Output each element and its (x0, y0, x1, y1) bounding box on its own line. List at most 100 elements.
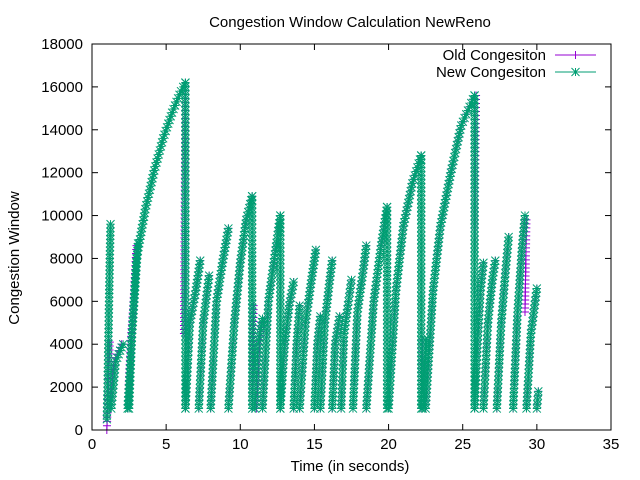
data-point (495, 338, 505, 348)
data-point (303, 298, 313, 308)
data-point (181, 303, 190, 313)
data-point (528, 312, 538, 322)
data-point (429, 278, 439, 287)
data-point (503, 244, 512, 254)
data-point (216, 269, 226, 279)
data-point (447, 164, 457, 174)
data-point (382, 315, 392, 325)
data-point (247, 328, 257, 337)
data-point (224, 400, 234, 409)
data-point (472, 351, 482, 361)
data-point (247, 195, 257, 205)
data-point (103, 386, 112, 396)
data-point (311, 384, 320, 393)
data-point (327, 256, 337, 265)
data-point (492, 404, 502, 413)
y-tick-label: 12000 (41, 165, 83, 182)
data-point (181, 202, 190, 212)
data-point (181, 355, 190, 365)
data-point (140, 208, 150, 218)
data-point (375, 253, 384, 262)
data-point (247, 356, 257, 365)
data-point (382, 367, 392, 377)
data-point (275, 271, 285, 281)
data-point (511, 347, 521, 357)
data-point (196, 355, 206, 364)
data-point (264, 293, 274, 302)
data-point (513, 303, 523, 313)
data-point (181, 327, 190, 337)
data-point (470, 303, 479, 313)
data-point (227, 355, 237, 364)
data-point (519, 223, 529, 232)
data-point (373, 265, 383, 274)
data-point (416, 247, 426, 257)
data-point (181, 174, 190, 184)
data-point (473, 331, 483, 341)
data-point (502, 248, 512, 258)
data-point (471, 372, 481, 381)
data-point (270, 250, 280, 259)
data-point (247, 239, 257, 249)
data-point (446, 168, 456, 178)
data-point (102, 414, 112, 424)
data-point (382, 263, 392, 272)
data-point (247, 280, 257, 289)
data-point (439, 206, 448, 216)
data-point (479, 387, 489, 397)
data-point (351, 335, 361, 345)
data-point (256, 325, 265, 334)
data-point (515, 275, 525, 285)
data-point (234, 274, 244, 284)
data-point (517, 251, 526, 261)
data-point (515, 279, 524, 289)
data-point (470, 255, 479, 265)
data-point (276, 396, 286, 405)
data-point (299, 342, 309, 352)
data-point (215, 277, 224, 287)
data-point (490, 260, 500, 269)
data-point (431, 258, 441, 267)
data-point (247, 352, 257, 361)
data-point (397, 238, 406, 247)
data-point (247, 211, 257, 221)
data-point (430, 274, 439, 283)
data-point (416, 307, 426, 317)
data-point (317, 371, 327, 381)
data-point (473, 339, 482, 349)
data-point (195, 391, 204, 401)
data-point (471, 384, 480, 393)
data-point (275, 263, 285, 273)
data-point (320, 326, 329, 336)
data-point (182, 383, 191, 393)
data-point (351, 339, 361, 349)
data-point (334, 319, 343, 329)
data-point (488, 275, 497, 285)
data-point (498, 297, 508, 307)
data-point (310, 253, 320, 262)
data-point (181, 367, 190, 377)
data-point (165, 115, 174, 125)
data-point (398, 229, 407, 239)
data-point (277, 388, 286, 397)
data-point (181, 267, 190, 277)
data-point (374, 261, 383, 270)
data-point (394, 258, 404, 267)
data-point (382, 359, 392, 369)
data-point (516, 255, 526, 265)
data-point (441, 195, 451, 204)
data-point (449, 156, 458, 166)
data-point (470, 147, 479, 157)
data-point (181, 363, 190, 373)
data-point (374, 257, 384, 266)
data-point (195, 375, 205, 385)
data-point (470, 195, 479, 205)
data-point (416, 263, 426, 273)
data-point (184, 342, 193, 352)
data-point (181, 190, 190, 200)
data-point (470, 143, 479, 153)
data-point (275, 291, 285, 301)
data-point (353, 303, 363, 313)
data-point (181, 235, 190, 244)
data-point (352, 315, 362, 325)
